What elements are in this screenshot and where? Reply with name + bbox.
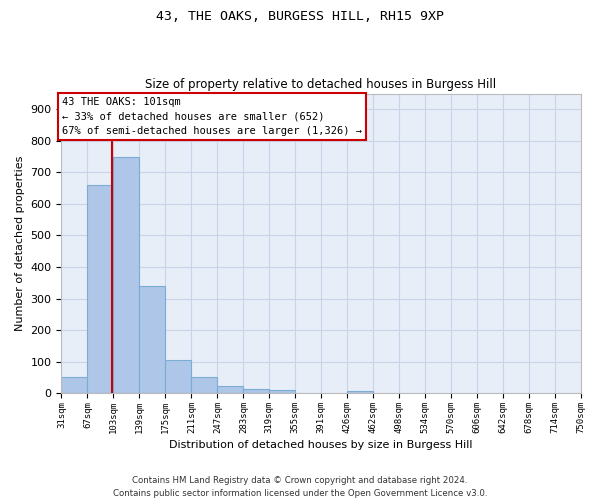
Bar: [61, 378, 88, 393]
Bar: [113, 156, 139, 393]
X-axis label: Distribution of detached houses by size in Burgess Hill: Distribution of detached houses by size …: [169, 440, 473, 450]
Bar: [269, 390, 295, 393]
Bar: [217, 386, 244, 393]
Bar: [347, 391, 373, 393]
Text: Contains HM Land Registry data © Crown copyright and database right 2024.
Contai: Contains HM Land Registry data © Crown c…: [113, 476, 487, 498]
Bar: [191, 378, 217, 393]
Bar: [139, 286, 166, 393]
Y-axis label: Number of detached properties: Number of detached properties: [15, 156, 25, 331]
Text: 43 THE OAKS: 101sqm
← 33% of detached houses are smaller (652)
67% of semi-detac: 43 THE OAKS: 101sqm ← 33% of detached ho…: [62, 96, 362, 136]
Text: 43, THE OAKS, BURGESS HILL, RH15 9XP: 43, THE OAKS, BURGESS HILL, RH15 9XP: [156, 10, 444, 23]
Title: Size of property relative to detached houses in Burgess Hill: Size of property relative to detached ho…: [145, 78, 497, 91]
Bar: [88, 185, 113, 393]
Bar: [244, 389, 269, 393]
Bar: [166, 360, 191, 393]
